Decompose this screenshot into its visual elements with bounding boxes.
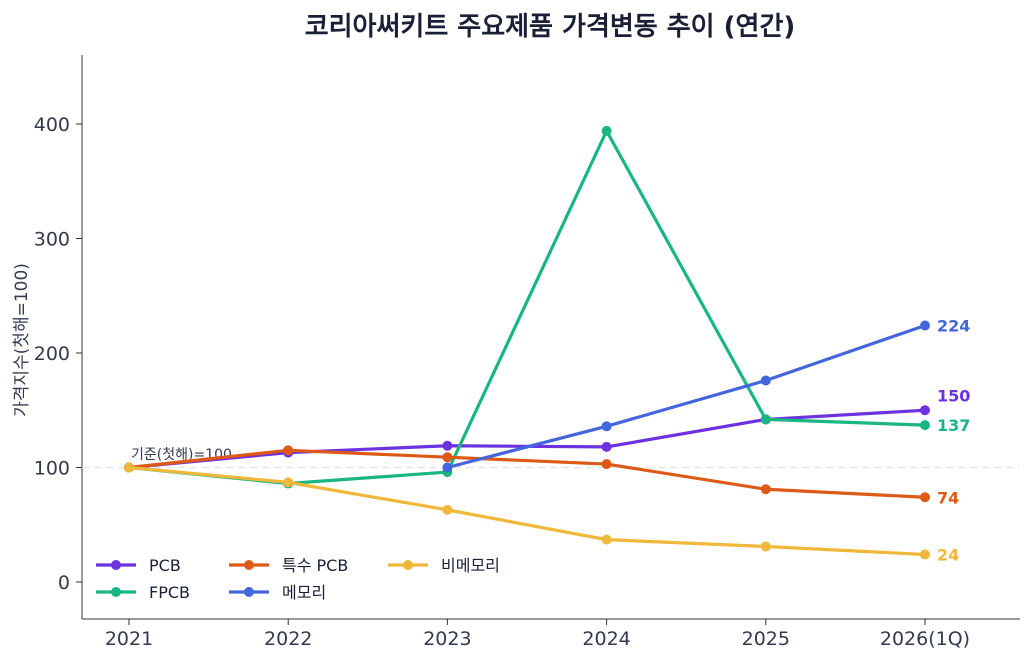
end-value-label: 150 [937,386,970,405]
legend-item-특수-pcb: 특수 PCB [229,556,348,575]
data-point [920,320,930,331]
data-point [442,462,453,473]
end-value-label: 224 [937,317,970,336]
data-point [760,541,771,552]
end-label-group: 150 137 74 224 24 [937,317,970,565]
data-point [920,420,930,431]
data-point [442,440,453,451]
series-line [128,448,926,499]
data-point [601,534,612,545]
data-point [920,549,930,560]
end-value-label: 137 [937,416,970,435]
x-tick-label: 2021 [105,628,153,650]
legend-label: 메모리 [282,583,326,602]
data-point [760,414,771,425]
legend-label: 비메모리 [441,556,500,575]
data-point [601,459,612,470]
legend-label: 특수 PCB [282,556,348,575]
legend-swatch-marker [244,560,254,570]
series-특수-pcb [124,445,930,503]
data-point [124,462,134,473]
data-point [760,484,771,495]
legend-item-pcb: PCB [96,556,181,575]
chart-title: 코리아써키트 주요제품 가격변동 추이 (연간) [305,12,796,42]
legend-swatch-marker [111,587,121,597]
data-point [601,421,612,432]
legend-item-메모리: 메모리 [229,583,326,602]
series-pcb [124,405,930,473]
legend-swatch-marker [403,560,413,570]
legend: PCB FPCB 특수 PCB 메모리 비메모리 [96,556,500,602]
data-point [920,492,930,503]
legend-swatch-marker [244,587,254,597]
data-point [442,504,453,515]
y-tick-group: 0 100 200 300 400 [34,114,82,594]
legend-label: PCB [149,556,181,575]
series-line [446,324,926,470]
end-value-label: 74 [937,488,959,507]
data-point [920,405,930,416]
data-point [283,445,294,456]
y-tick-label: 0 [58,572,70,594]
data-point [601,125,612,136]
series-line [128,465,926,557]
data-point [283,477,294,488]
series-group [124,125,930,560]
series-fpcb [124,125,930,489]
x-tick-label: 2025 [742,628,790,650]
data-point [760,375,771,386]
data-point [601,441,612,452]
legend-swatch-marker [111,560,121,570]
series-메모리 [442,320,930,473]
y-tick-label: 200 [34,343,70,365]
x-tick-label: 2022 [264,628,312,650]
x-tick-group: 2021 2022 2023 2024 2025 2026(1Q) [105,619,970,650]
legend-label: FPCB [149,583,190,602]
x-tick-label: 2026(1Q) [880,628,970,650]
data-point [442,452,453,463]
y-tick-label: 100 [34,458,70,480]
legend-item-fpcb: FPCB [96,583,190,602]
y-tick-label: 400 [34,114,70,136]
series-비메모리 [124,462,930,560]
y-tick-label: 300 [34,229,70,251]
y-axis-label: 가격지수(첫해=100) [12,263,32,417]
legend-item-비메모리: 비메모리 [388,556,500,575]
x-tick-label: 2024 [582,628,630,650]
series-line [128,408,926,470]
series-line [128,129,926,486]
end-value-label: 24 [937,546,959,565]
x-tick-label: 2023 [423,628,471,650]
